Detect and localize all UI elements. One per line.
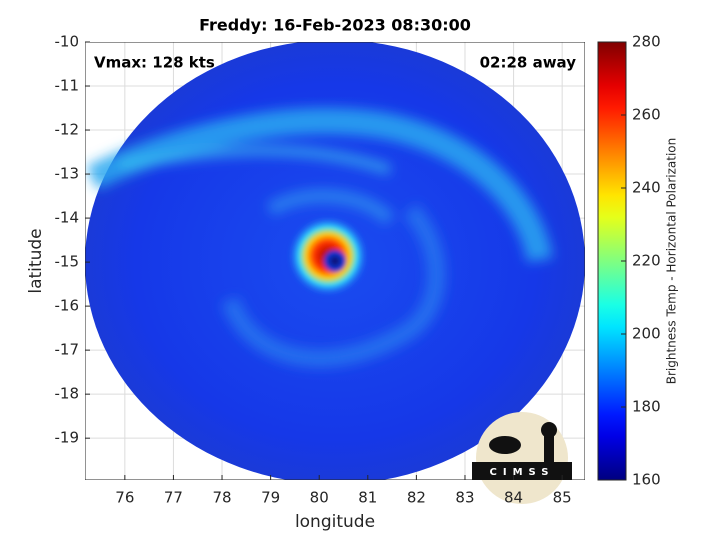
annotation: 02:28 away [480, 54, 577, 72]
eye [288, 216, 368, 296]
y-axis-label: latitude [26, 228, 46, 293]
y-tick-label: -16 [55, 297, 80, 315]
x-tick-label: 77 [164, 489, 183, 507]
x-tick-label: 79 [261, 489, 280, 507]
x-tick-label: 78 [212, 489, 231, 507]
colorbar-tick-label: 160 [632, 471, 661, 489]
y-tick-label: -11 [55, 77, 80, 95]
y-tick-label: -18 [55, 385, 80, 403]
x-tick-label: 83 [455, 489, 474, 507]
colorbar-tick-label: 200 [632, 325, 661, 343]
y-tick-label: -17 [55, 341, 80, 359]
y-tick-label: -19 [55, 429, 80, 447]
colorbar-tick-label: 220 [632, 252, 661, 270]
y-tick-label: -12 [55, 121, 80, 139]
colorbar-tick-label: 280 [632, 33, 661, 51]
x-tick-label: 82 [407, 489, 426, 507]
colorbar-label: Brightness Temp - Horizontal Polarizatio… [665, 138, 679, 385]
x-tick-label: 81 [358, 489, 377, 507]
annotation: Vmax: 128 kts [94, 54, 215, 72]
x-tick-label: 80 [310, 489, 329, 507]
colorbar-tick-label: 240 [632, 179, 661, 197]
x-tick-label: 76 [115, 489, 134, 507]
y-tick-label: -13 [55, 165, 80, 183]
x-tick-label: 84 [504, 489, 523, 507]
colorbar-tick-label: 260 [632, 106, 661, 124]
y-tick-label: -10 [55, 33, 80, 51]
colorbar-tick-label: 180 [632, 398, 661, 416]
x-axis-label: longitude [295, 512, 375, 532]
y-tick-label: -14 [55, 209, 80, 227]
y-tick-label: -15 [55, 253, 80, 271]
logo-text: CIMSS [490, 467, 555, 478]
chart-title: Freddy: 16-Feb-2023 08:30:00 [199, 16, 471, 35]
rainbands [86, 108, 553, 368]
plot-area [85, 42, 585, 480]
x-tick-label: 85 [553, 489, 572, 507]
logo: CIMSS [472, 412, 572, 504]
